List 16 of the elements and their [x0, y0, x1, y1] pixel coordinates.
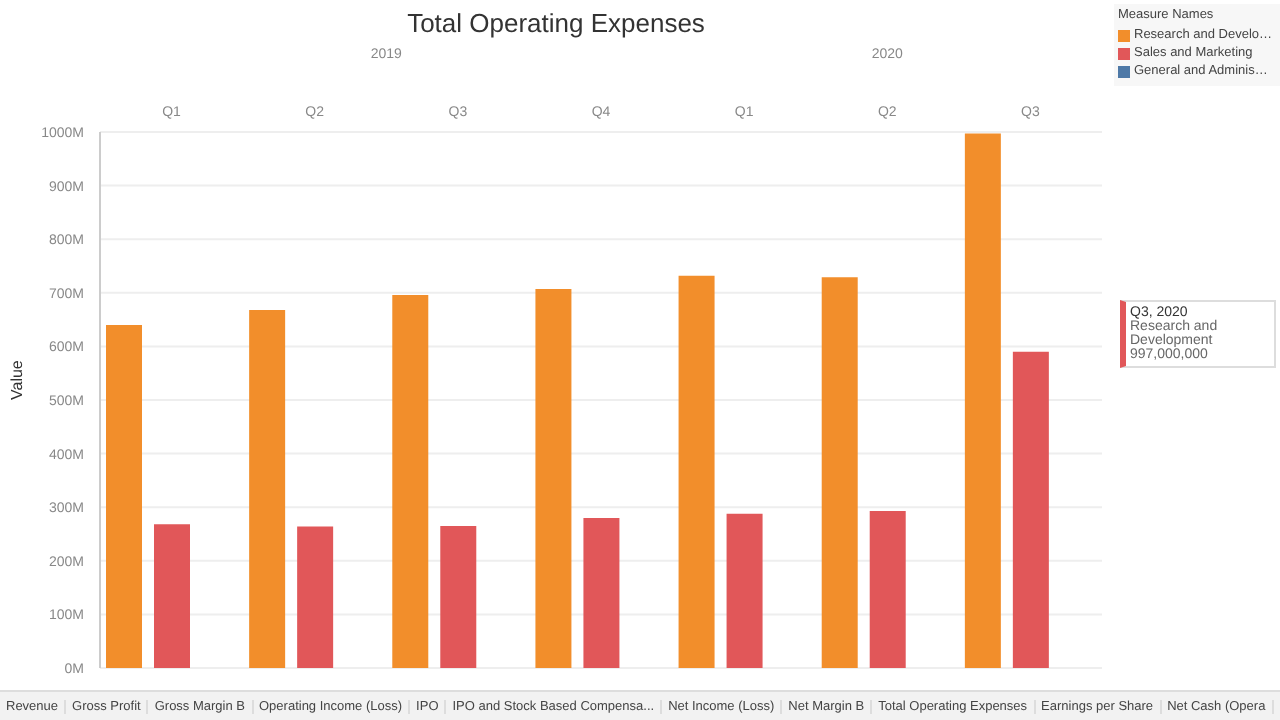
bar	[869, 510, 906, 668]
bar	[678, 275, 715, 668]
bar	[535, 289, 572, 668]
bar	[392, 294, 429, 668]
y-axis-title: Value	[7, 359, 26, 400]
bar	[726, 513, 763, 668]
bar	[154, 524, 190, 668]
bar	[297, 526, 334, 668]
bar	[1012, 351, 1049, 668]
bar	[249, 309, 286, 668]
bar	[440, 525, 477, 668]
text: Total Operating Expenses	[405, 8, 707, 38]
bar	[583, 517, 620, 668]
bar	[106, 324, 142, 668]
bar	[821, 277, 858, 668]
bar	[964, 133, 1001, 668]
